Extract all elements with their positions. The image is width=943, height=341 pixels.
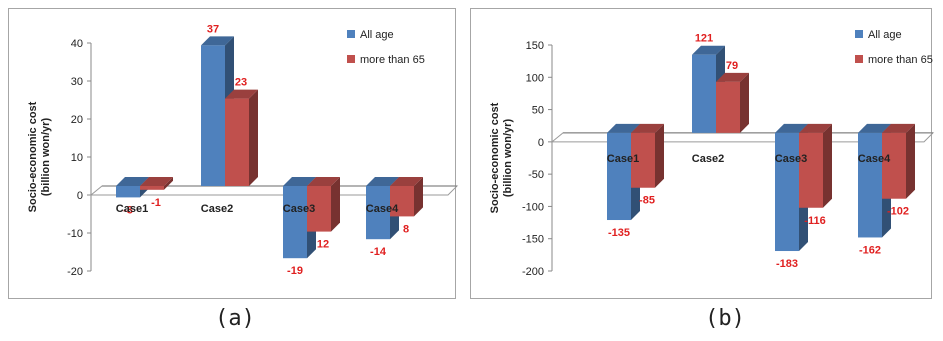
- category-label: Case2: [201, 203, 233, 215]
- legend-label: All age: [868, 29, 902, 41]
- bar-case3-more-than-65: [799, 132, 823, 208]
- legend-label: more than 65: [868, 54, 933, 66]
- y-tick-label: 150: [526, 40, 544, 52]
- category-label: Case4: [858, 153, 891, 165]
- legend-label: All age: [360, 29, 394, 41]
- y-tick-label: -50: [528, 169, 544, 181]
- bar-top: [799, 123, 832, 133]
- value-label: -3: [123, 204, 133, 216]
- bar-top: [607, 123, 640, 133]
- value-label: -162: [859, 244, 881, 256]
- bar-top: [140, 177, 173, 186]
- value-label: -135: [608, 227, 630, 239]
- y-tick-label: 40: [71, 38, 83, 50]
- y-axis-label-line: Socio-economic cost: [27, 101, 39, 212]
- value-label: 8: [403, 223, 409, 235]
- bar-case1-more-than-65: [631, 132, 655, 188]
- value-label: 37: [207, 23, 219, 35]
- bar-case1-all-age: [607, 132, 631, 221]
- bar-top: [116, 177, 149, 186]
- bar-top: [390, 177, 423, 186]
- value-label: 121: [695, 33, 713, 45]
- category-label: Case1: [116, 203, 148, 215]
- y-tick-label: 30: [71, 76, 83, 88]
- value-label: -116: [804, 215, 825, 227]
- bar-top: [283, 177, 316, 186]
- bar-top: [692, 45, 725, 55]
- y-tick-label: 0: [77, 190, 83, 202]
- value-label: 79: [726, 60, 738, 72]
- bar-case4-more-than-65: [390, 186, 414, 217]
- y-tick-label: 20: [71, 114, 83, 126]
- bar-case4-more-than-65: [882, 132, 906, 199]
- y-tick-label: -200: [522, 266, 544, 278]
- y-tick-label: 10: [71, 152, 83, 164]
- legend-swatch: [347, 55, 355, 63]
- bar-side: [414, 177, 423, 217]
- bar-top: [201, 36, 234, 46]
- bar-case4-all-age: [366, 186, 390, 240]
- legend-swatch: [347, 30, 355, 38]
- bar-side: [249, 89, 258, 186]
- bar-top: [366, 177, 399, 186]
- value-label: -14: [370, 246, 387, 258]
- y-tick-label: -20: [67, 266, 83, 278]
- value-label: -102: [887, 206, 909, 218]
- bar-side: [164, 177, 173, 190]
- bar-side: [331, 177, 340, 232]
- bar-case1-all-age: [116, 186, 140, 198]
- bar-top: [775, 123, 808, 133]
- panel-label-b: (b): [705, 306, 745, 331]
- bar-top: [307, 177, 340, 186]
- y-tick-label: 50: [532, 105, 544, 117]
- y-tick-label: 100: [526, 72, 544, 84]
- category-label: Case2: [692, 153, 724, 165]
- y-axis-label-line: (billion won/yr): [40, 118, 52, 197]
- bar-case3-all-age: [283, 186, 307, 259]
- bar-top: [225, 89, 258, 99]
- bar-case3-all-age: [775, 132, 799, 252]
- chart-panel-a: Socio-economic cost(billion won/yr) -20 -1…: [8, 0, 464, 300]
- bar-case2-all-age: [201, 45, 225, 187]
- value-label: -85: [639, 195, 655, 207]
- legend-label: more than 65: [360, 54, 425, 66]
- panel-label-a: (a): [215, 306, 255, 331]
- category-label: Case1: [607, 153, 639, 165]
- y-axis-label-line: Socio-economic cost: [489, 102, 501, 213]
- bar-top: [716, 72, 749, 82]
- chart-b: Socio-economic cost(billion won/yr) -200 -…: [470, 8, 935, 299]
- y-tick-label: -150: [522, 234, 544, 246]
- value-label: 23: [235, 77, 247, 89]
- bar-side: [906, 123, 915, 199]
- y-axis-label: Socio-economic cost(billion won/yr): [27, 101, 52, 212]
- y-tick-label: -10: [67, 228, 83, 240]
- bar-case2-more-than-65: [716, 81, 740, 133]
- value-label: 12: [317, 239, 329, 251]
- legend-swatch: [855, 30, 863, 38]
- y-axis-label-line: (billion won/yr): [502, 119, 514, 198]
- value-label: -1: [151, 197, 161, 209]
- category-label: Case3: [283, 203, 315, 215]
- value-label: -19: [287, 265, 303, 277]
- bar-side: [740, 72, 749, 133]
- bar-side: [655, 123, 664, 188]
- y-tick-label: 0: [538, 137, 544, 149]
- y-tick-label: -100: [522, 201, 544, 213]
- bar-case1-more-than-65: [140, 186, 164, 190]
- bar-case3-more-than-65: [307, 186, 331, 232]
- category-label: Case3: [775, 153, 807, 165]
- bar-top: [882, 123, 915, 133]
- bar-top: [858, 123, 891, 133]
- bar-case4-all-age: [858, 132, 882, 238]
- chart-panel-b: Socio-economic cost(billion won/yr) -200 -…: [470, 0, 940, 300]
- bar-case2-all-age: [692, 54, 716, 133]
- bar-case2-more-than-65: [225, 98, 249, 186]
- chart-a: Socio-economic cost(billion won/yr) -20 -1…: [8, 8, 459, 299]
- bar-top: [631, 123, 664, 133]
- category-label: Case4: [366, 203, 399, 215]
- legend-swatch: [855, 55, 863, 63]
- bar-side: [823, 123, 832, 208]
- y-axis-label: Socio-economic cost(billion won/yr): [489, 102, 514, 213]
- value-label: -183: [776, 258, 798, 270]
